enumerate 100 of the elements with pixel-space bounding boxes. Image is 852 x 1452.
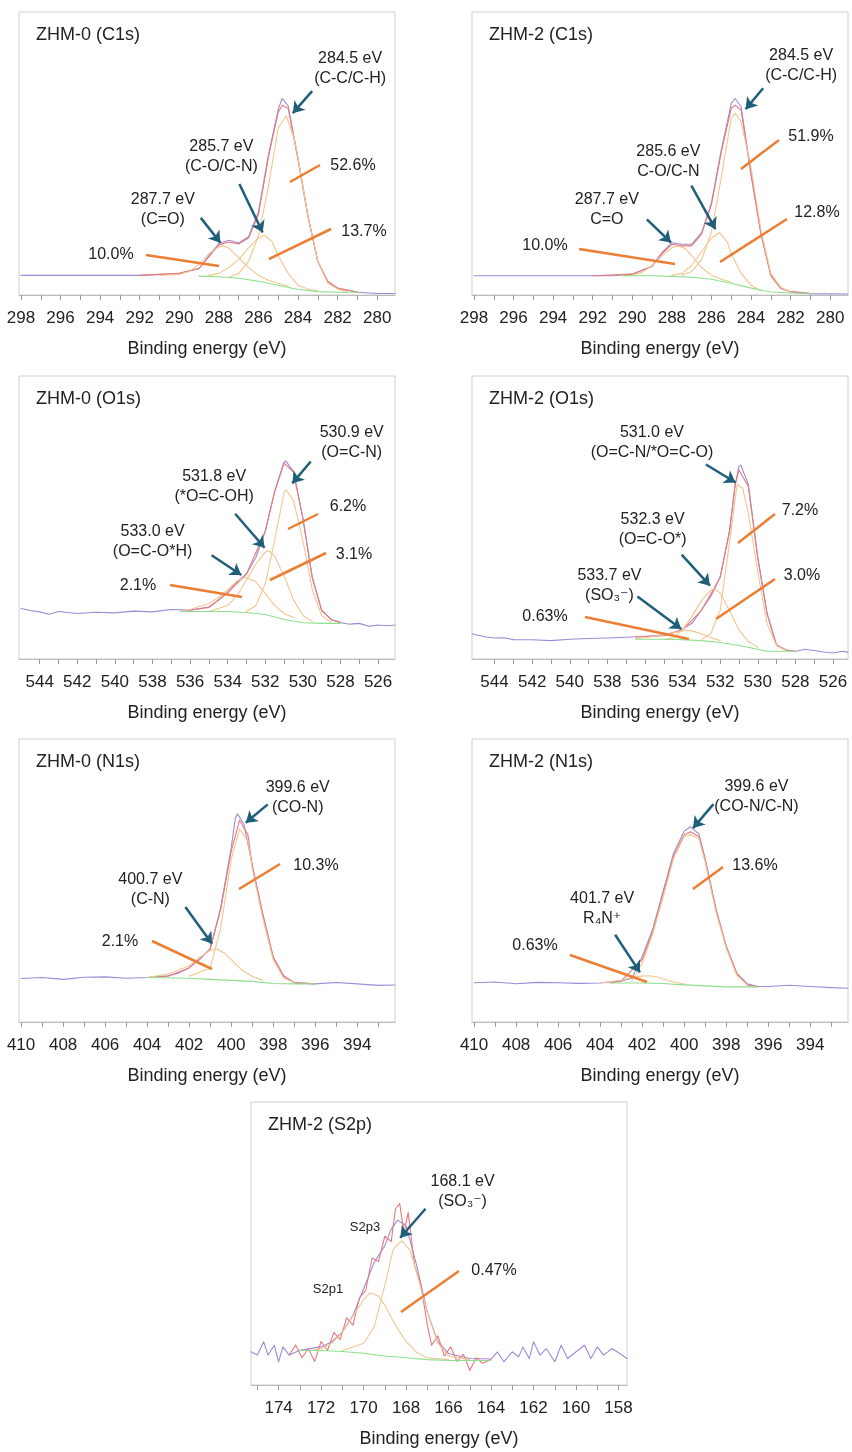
annotation: 284.5 eV (C-C/C-H)	[314, 48, 387, 86]
x-tick-label: 408	[48, 1035, 78, 1054]
x-tick-label: 288	[204, 308, 234, 327]
x-tick-label: 534	[668, 672, 697, 691]
x-tick-label: 528	[326, 672, 355, 691]
x-tick-label: 280	[816, 308, 845, 327]
annotation: 10.0%	[522, 235, 568, 253]
x-tick-label: 532	[251, 672, 280, 691]
x-tick-label: 530	[288, 672, 318, 691]
annotation: 399.6 eV (CO-N)	[265, 777, 331, 815]
x-tick-label: 160	[561, 1398, 591, 1417]
x-tick-label: 294	[538, 308, 568, 327]
chart-title: ZHM-0 (N1s)	[36, 751, 140, 771]
annotation: 399.6 eV (CO-N/C-N)	[714, 776, 799, 814]
annotation: S2p3	[349, 1218, 381, 1234]
x-tick-label: 168	[391, 1398, 421, 1417]
x-tick-label: 406	[90, 1035, 120, 1054]
annotation: 285.7 eV (C-O/C-N)	[184, 136, 258, 174]
annotation: 531.0 eV (O=C-N/*O=C-O)	[590, 423, 714, 461]
x-tick-label: 402	[174, 1035, 204, 1054]
x-tick-label: 164	[476, 1398, 506, 1417]
x-tick-label: 398	[258, 1035, 288, 1054]
x-tick-label: 174	[264, 1398, 293, 1417]
x-tick-label: 398	[711, 1035, 741, 1054]
chart-title: ZHM-2 (O1s)	[489, 388, 594, 408]
annotation: 530.9 eV (O=C-N)	[319, 422, 385, 460]
x-axis-title: Binding energy (eV)	[580, 1065, 740, 1085]
x-tick-label: 528	[781, 672, 810, 691]
x-tick-label: 162	[519, 1398, 548, 1417]
chart-title: ZHM-2 (N1s)	[489, 751, 593, 771]
x-tick-label: 298	[459, 308, 489, 327]
annotation: 400.7 eV (C-N)	[118, 869, 183, 907]
x-tick-label: 402	[627, 1035, 657, 1054]
x-tick-label: 530	[743, 672, 772, 691]
annotation: 6.2%	[329, 496, 367, 514]
annotation: 13.6%	[732, 855, 778, 873]
x-tick-label: 282	[323, 308, 352, 327]
x-tick-label: 396	[753, 1035, 783, 1054]
x-tick-label: 544	[25, 672, 54, 691]
x-tick-label: 292	[125, 308, 154, 327]
annotation: 168.1 eV (SO₃⁻)	[430, 1172, 495, 1210]
x-tick-label: 408	[501, 1035, 531, 1054]
x-tick-label: 166	[434, 1398, 463, 1417]
annotation: 285.6 eV C-O/C-N	[636, 142, 701, 180]
annotation: 0.63%	[522, 606, 568, 624]
x-tick-label: 536	[630, 672, 660, 691]
x-tick-label: 292	[578, 308, 607, 327]
x-tick-label: 526	[818, 672, 848, 691]
x-axis-title: Binding energy (eV)	[127, 1065, 287, 1085]
x-tick-label: 290	[618, 308, 647, 327]
x-tick-label: 526	[363, 672, 393, 691]
annotation: 2.1%	[101, 931, 139, 949]
annotation: 401.7 eV R₄N⁺	[570, 889, 635, 927]
annotation: 51.9%	[788, 126, 834, 144]
x-tick-label: 294	[85, 308, 115, 327]
annotation: S2p1	[312, 1280, 344, 1296]
x-tick-label: 410	[6, 1035, 36, 1054]
x-tick-label: 540	[100, 672, 130, 691]
x-tick-label: 404	[132, 1035, 162, 1054]
annotation: 7.2%	[781, 500, 819, 518]
x-tick-label: 534	[213, 672, 242, 691]
x-tick-label: 400	[669, 1035, 699, 1054]
x-tick-label: 396	[300, 1035, 330, 1054]
x-axis-title: Binding energy (eV)	[359, 1428, 519, 1448]
x-tick-label: 282	[776, 308, 805, 327]
x-axis-title: Binding energy (eV)	[127, 702, 287, 722]
x-tick-label: 158	[604, 1398, 633, 1417]
x-tick-label: 538	[138, 672, 167, 691]
x-tick-label: 394	[796, 1035, 825, 1054]
x-tick-label: 394	[343, 1035, 372, 1054]
x-tick-label: 536	[175, 672, 205, 691]
x-tick-label: 410	[459, 1035, 489, 1054]
x-tick-label: 170	[349, 1398, 378, 1417]
x-tick-label: 286	[244, 308, 273, 327]
x-tick-label: 406	[543, 1035, 573, 1054]
annotation: 3.1%	[335, 544, 373, 562]
chart-title: ZHM-2 (C1s)	[489, 24, 593, 44]
x-tick-label: 172	[306, 1398, 336, 1417]
annotation: 287.7 eV (C=O)	[130, 190, 196, 228]
annotation: 13.7%	[341, 221, 387, 239]
x-tick-label: 532	[705, 672, 735, 691]
x-axis-title: Binding energy (eV)	[580, 338, 740, 358]
x-axis-title: Binding energy (eV)	[580, 702, 740, 722]
x-tick-label: 284	[736, 308, 766, 327]
chart-title: ZHM-0 (O1s)	[36, 388, 141, 408]
annotation: 0.63%	[512, 935, 558, 953]
annotation: 3.0%	[783, 565, 821, 583]
x-tick-label: 280	[363, 308, 392, 327]
x-tick-label: 544	[480, 672, 509, 691]
x-axis-title: Binding energy (eV)	[127, 338, 287, 358]
annotation: 284.5 eV (C-C/C-H)	[765, 45, 838, 83]
x-tick-label: 286	[697, 308, 726, 327]
x-tick-label: 288	[657, 308, 687, 327]
x-tick-label: 290	[165, 308, 194, 327]
x-tick-label: 298	[6, 308, 36, 327]
annotation: 52.6%	[330, 155, 376, 173]
annotation: 532.3 eV (O=C-O*)	[618, 510, 687, 548]
x-tick-label: 404	[585, 1035, 615, 1054]
annotation: 2.1%	[119, 575, 157, 593]
annotation: 533.0 eV (O=C-O*H)	[112, 521, 193, 559]
